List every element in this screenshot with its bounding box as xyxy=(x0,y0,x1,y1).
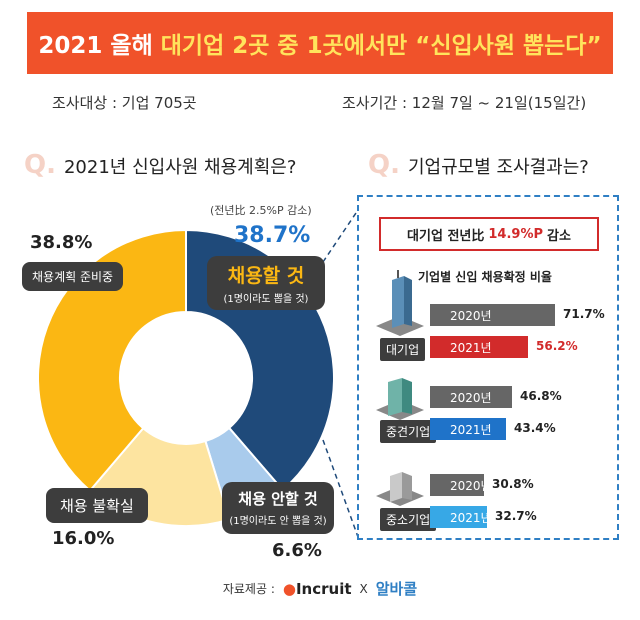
footer-source: 자료제공 : ●Incruit X 알바콜 xyxy=(0,578,640,599)
bar-series-label: 2020년 xyxy=(450,308,492,323)
hire-label: 채용할 것 xyxy=(227,265,305,287)
category-label-0: 대기업 xyxy=(380,338,426,361)
incruit-dot-icon: ● xyxy=(282,579,296,598)
small-building-icon xyxy=(376,472,424,506)
incruit-logo-text: Incruit xyxy=(295,579,352,598)
nohire-pct: 6.6% xyxy=(272,540,322,561)
hire-note: (1명이라도 뽑을 것) xyxy=(223,294,309,305)
source-label: 자료제공 : xyxy=(222,582,275,596)
bar-1-1: 2021년 xyxy=(430,418,506,440)
bar-1-0: 2020년 xyxy=(430,386,512,408)
bar-value-2-1: 32.7% xyxy=(495,509,537,523)
uncertain-pct: 16.0% xyxy=(52,528,115,549)
bar-series-label: 2021년 xyxy=(450,422,492,437)
title-banner: 2021 올해 대기업 2곳 중 1곳에서만 “신입사원 뽑는다” xyxy=(27,12,613,74)
category-label-2: 중소기업 xyxy=(380,508,437,531)
bar-series-label: 2021년 xyxy=(450,510,492,525)
hire-change-note: (전년比 2.5%P 감소) xyxy=(210,204,312,217)
question-1-mark: Q. xyxy=(24,150,56,180)
office-building-icon xyxy=(376,378,424,420)
connector-top xyxy=(322,209,359,263)
bar-value-1-1: 43.4% xyxy=(514,421,556,435)
question-2-text: 기업규모별 조사결과는? xyxy=(407,157,589,178)
bar-0-1: 2021년 xyxy=(430,336,528,358)
question-1-text: 2021년 신입사원 채용계획은? xyxy=(63,157,297,178)
bar-series-label: 2020년 xyxy=(450,478,492,493)
question-2: Q. 기업규모별 조사결과는? xyxy=(368,150,589,180)
highlight-suffix: 감소 xyxy=(547,228,571,244)
nohire-label: 채용 안할 것 xyxy=(238,490,318,508)
bar-series-label: 2020년 xyxy=(450,390,492,405)
banner-highlight: 대기업 2곳 중 1곳에서만 “신입사원 뽑는다” xyxy=(160,33,602,59)
bar-2-0: 2020년 xyxy=(430,474,492,496)
prep-label: 채용계획 준비중 xyxy=(22,262,124,291)
hire-pct: 38.7% xyxy=(234,223,311,248)
highlight-value: 14.9%P xyxy=(488,226,544,242)
bar-chart-title: 기업별 신입 채용확정 비율 xyxy=(418,270,552,284)
bar-value-2-0: 30.8% xyxy=(492,477,534,491)
bar-series-label: 2021년 xyxy=(450,340,492,355)
bar-value-0-1: 56.2% xyxy=(536,339,578,353)
nohire-label-box: 채용 안할 것 (1명이라도 안 뽑을 것) xyxy=(222,482,334,534)
question-1: Q. 2021년 신입사원 채용계획은? xyxy=(24,150,296,180)
banner-prefix: 2021 올해 xyxy=(38,33,153,59)
bar-2-1: 2021년 xyxy=(430,506,492,528)
brand-separator: X xyxy=(359,581,368,596)
slice-preparing xyxy=(37,228,187,493)
uncertain-label: 채용 불확실 xyxy=(46,488,148,523)
category-label-1: 중견기업 xyxy=(380,420,437,443)
survey-period: 조사기간 : 12월 7일 ~ 21일(15일간) xyxy=(342,94,587,112)
connector-bottom xyxy=(322,439,359,538)
bar-0-0: 2020년 xyxy=(430,304,555,326)
survey-target: 조사대상 : 기업 705곳 xyxy=(52,94,197,112)
hire-label-box: 채용할 것 (1명이라도 뽑을 것) xyxy=(207,256,325,310)
large-company-highlight: 대기업 전년比 14.9%P 감소 xyxy=(379,217,599,251)
highlight-prefix: 대기업 전년比 xyxy=(407,228,485,244)
question-2-mark: Q. xyxy=(368,150,400,180)
prep-pct: 38.8% xyxy=(30,232,93,253)
bar-value-0-0: 71.7% xyxy=(563,307,605,321)
nohire-note: (1명이라도 안 뽑을 것) xyxy=(229,516,327,527)
skyscraper-icon xyxy=(376,270,424,336)
albacall-logo: 알바콜 xyxy=(375,580,418,598)
bar-value-1-0: 46.8% xyxy=(520,389,562,403)
incruit-logo: ●Incruit xyxy=(283,580,352,598)
company-size-panel xyxy=(357,195,619,540)
